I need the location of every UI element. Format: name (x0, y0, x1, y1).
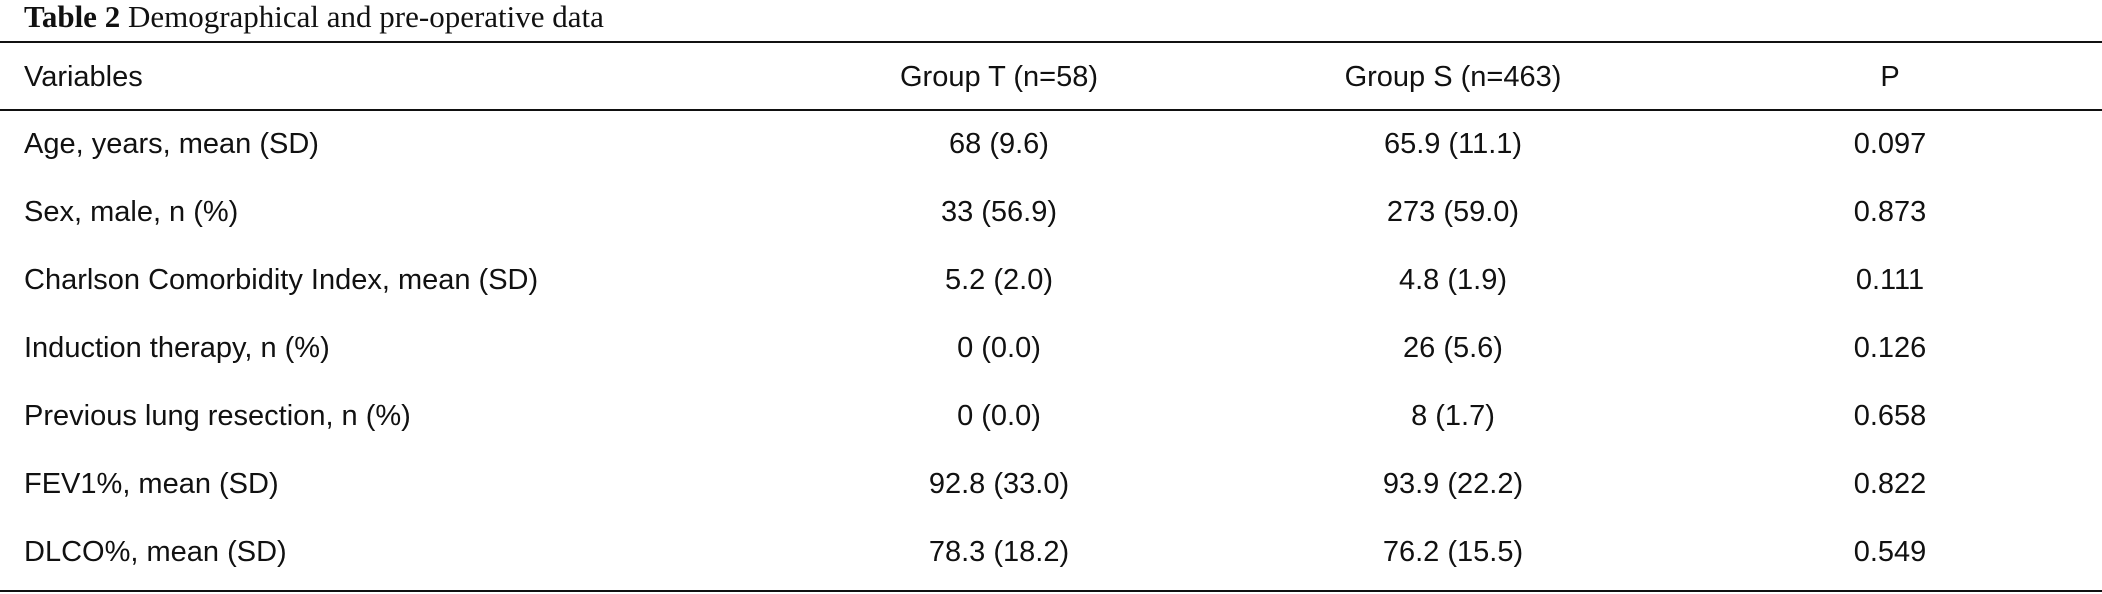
header-p-value: P (1880, 60, 1900, 93)
header-group-s: Group S (n=463) (1344, 60, 1562, 93)
table-row: Charlson Comorbidity Index, mean (SD) 5.… (0, 246, 2102, 314)
cell-group-t: 5.2 (2.0) (945, 263, 1053, 296)
table-row: Induction therapy, n (%) 0 (0.0) 26 (5.6… (0, 314, 2102, 382)
cell-group-t: 92.8 (33.0) (928, 467, 1070, 500)
cell-group-t: 0 (0.0) (957, 399, 1041, 432)
table-bottom-rule (0, 590, 2102, 592)
cell-group-s: 273 (59.0) (1386, 195, 1520, 228)
table-row: Sex, male, n (%) 33 (56.9) 273 (59.0) 0.… (0, 178, 2102, 246)
cell-group-t: 0 (0.0) (957, 331, 1041, 364)
cell-variable: Age, years, mean (SD) (24, 127, 319, 160)
cell-group-s: 76.2 (15.5) (1382, 535, 1524, 568)
cell-p-value: 0.111 (1855, 263, 1925, 296)
cell-p-value: 0.873 (1853, 195, 1927, 228)
cell-group-t: 68 (9.6) (949, 127, 1049, 160)
cell-p-value: 0.126 (1853, 331, 1927, 364)
cell-group-s: 65.9 (11.1) (1383, 127, 1523, 160)
cell-p-value: 0.658 (1853, 399, 1927, 432)
cell-p-value: 0.549 (1853, 535, 1927, 568)
table-row: DLCO%, mean (SD) 78.3 (18.2) 76.2 (15.5)… (0, 518, 2102, 586)
cell-p-value: 0.097 (1853, 127, 1927, 160)
table-caption-label: Table 2 (24, 0, 121, 34)
table-top-rule (0, 41, 2102, 43)
cell-variable: Previous lung resection, n (%) (24, 399, 411, 432)
header-group-t: Group T (n=58) (899, 60, 1098, 93)
cell-variable: FEV1%, mean (SD) (24, 467, 279, 500)
table-caption-title: Demographical and pre-operative data (127, 0, 604, 34)
cell-group-t: 33 (56.9) (940, 195, 1058, 228)
cell-variable: DLCO%, mean (SD) (24, 535, 287, 568)
cell-group-s: 26 (5.6) (1403, 331, 1503, 364)
table-row: FEV1%, mean (SD) 92.8 (33.0) 93.9 (22.2)… (0, 450, 2102, 518)
cell-p-value: 0.822 (1853, 467, 1927, 500)
cell-variable: Charlson Comorbidity Index, mean (SD) (24, 263, 539, 296)
table-header-rule (0, 109, 2102, 111)
cell-group-s: 8 (1.7) (1411, 399, 1495, 432)
demographics-table: Variables Group T (n=58) Group S (n=463)… (0, 44, 2102, 586)
cell-variable: Induction therapy, n (%) (24, 331, 330, 364)
table-row: Age, years, mean (SD) 68 (9.6) 65.9 (11.… (0, 110, 2102, 178)
cell-variable: Sex, male, n (%) (24, 195, 239, 228)
cell-group-s: 4.8 (1.9) (1399, 263, 1507, 296)
header-variables: Variables (24, 60, 143, 93)
cell-group-s: 93.9 (22.2) (1382, 467, 1524, 500)
table-header: Variables Group T (n=58) Group S (n=463)… (0, 44, 2102, 110)
table-body: Age, years, mean (SD) 68 (9.6) 65.9 (11.… (0, 110, 2102, 586)
table-row: Previous lung resection, n (%) 0 (0.0) 8… (0, 382, 2102, 450)
header-row: Variables Group T (n=58) Group S (n=463)… (0, 44, 2102, 110)
cell-group-t: 78.3 (18.2) (928, 535, 1070, 568)
table-caption: Table 2 Demographical and pre-operative … (24, 0, 604, 40)
